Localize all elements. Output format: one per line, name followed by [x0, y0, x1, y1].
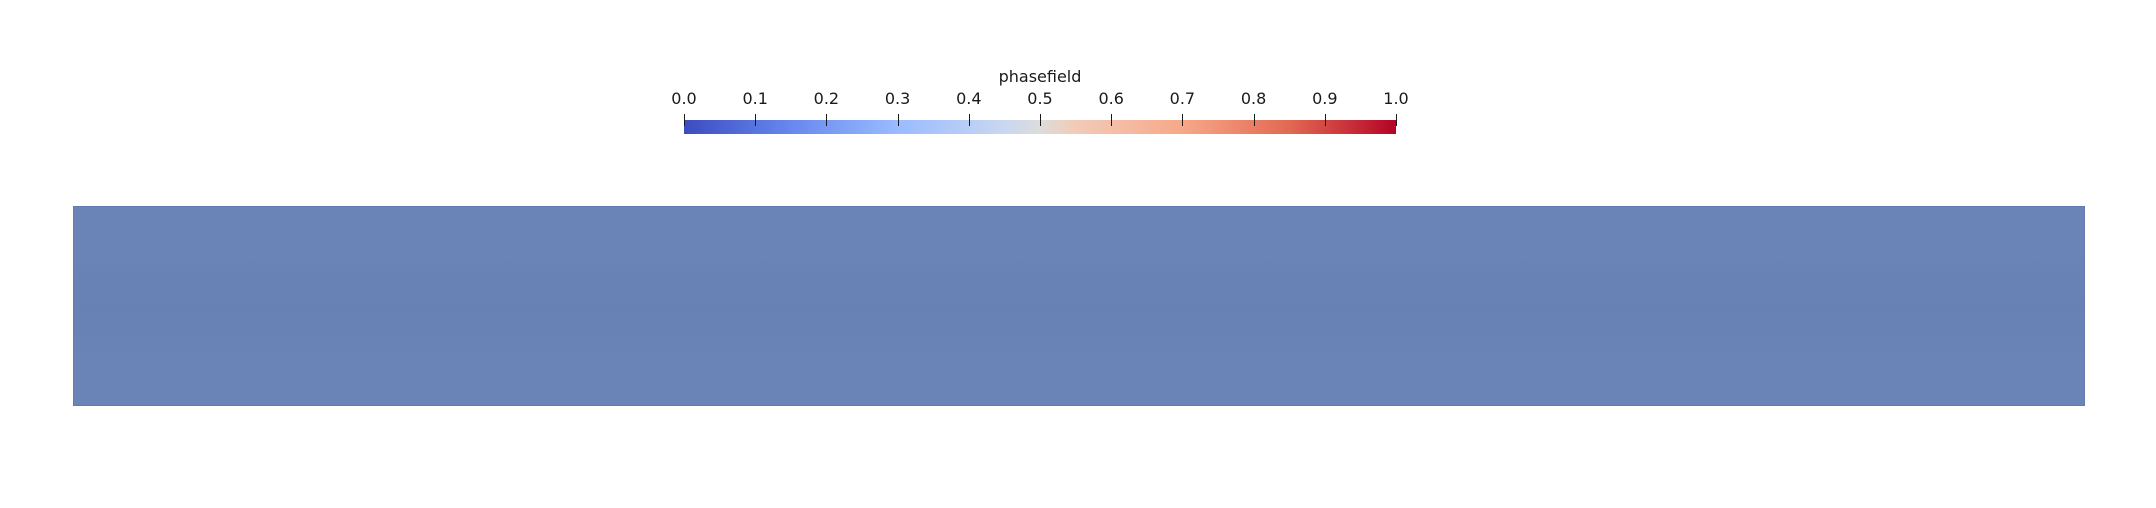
legend-tick-mark: [1253, 114, 1255, 126]
legend-title: phasefield: [998, 67, 1082, 86]
legend-tick-label: 0.3: [884, 89, 911, 108]
legend-tick-label: 0.9: [1312, 89, 1338, 108]
legend-tick-mark: [684, 114, 685, 126]
legend-tick-mark: [897, 114, 899, 126]
legend-tick-mark: [968, 114, 970, 126]
legend-tick-label: 0.0: [671, 89, 697, 108]
legend-tick-mark: [1396, 114, 1397, 126]
legend-tick-label: 0.8: [1240, 89, 1267, 108]
color-gradient-bar: [684, 120, 1396, 134]
phasefield-domain: [73, 206, 2085, 406]
legend-tick-mark: [1040, 114, 1041, 126]
legend-tick-label: 0.7: [1169, 89, 1196, 108]
legend-tick-mark: [1111, 114, 1113, 126]
legend-tick-label: 0.1: [742, 89, 768, 108]
legend-tick-label: 0.2: [813, 89, 840, 108]
legend-tick-label: 0.6: [1098, 89, 1124, 108]
legend-tick-mark: [1182, 114, 1184, 126]
scalar-bar-legend: phasefield 0.0 0.1 0.2 0.3 0.4 0.5 0.6 0.7 0.8 0.…: [660, 68, 1420, 148]
legend-tick-mark: [755, 114, 757, 126]
legend-tick-mark: [826, 114, 828, 126]
legend-tick-label: 1.0: [1383, 89, 1409, 108]
legend-tick-mark: [1324, 114, 1326, 126]
legend-tick-label: 0.5: [1027, 89, 1053, 108]
legend-tick-label: 0.4: [956, 89, 982, 108]
